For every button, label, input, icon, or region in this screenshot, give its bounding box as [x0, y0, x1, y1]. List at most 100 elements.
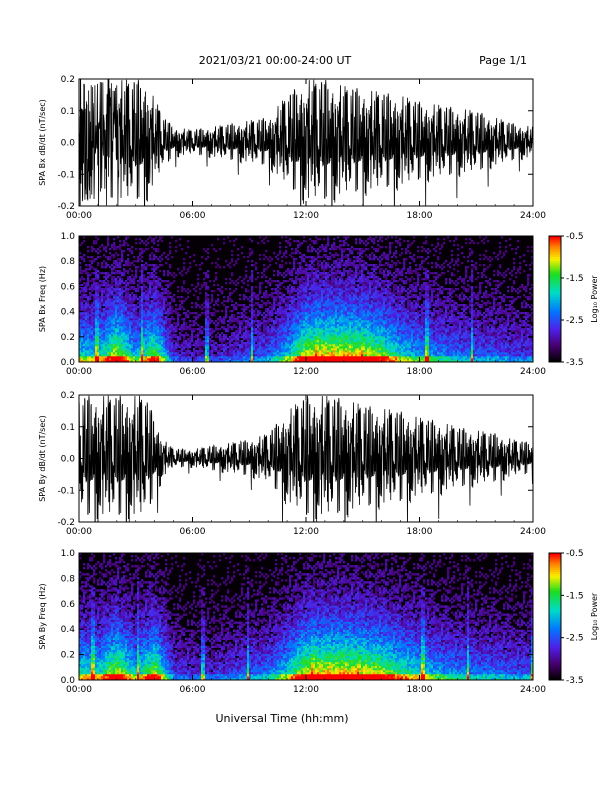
spectrogram-cell	[221, 318, 223, 320]
spectrogram-cell	[125, 310, 127, 312]
spectrogram-cell	[89, 352, 91, 354]
spectrogram-cell	[305, 332, 307, 334]
spectrogram-cell	[119, 338, 121, 340]
spectrogram-cell	[109, 306, 111, 308]
spectrogram-cell	[291, 308, 293, 310]
spectrogram-cell	[265, 334, 267, 336]
spectrogram-cell	[95, 294, 97, 296]
spectrogram-cell	[85, 354, 87, 356]
spectrogram-cell	[165, 292, 167, 294]
spectrogram-cell	[109, 304, 111, 306]
spectrogram-cell	[303, 276, 305, 278]
spectrogram-cell	[237, 322, 239, 324]
spectrogram-cell	[97, 294, 99, 296]
spectrogram-cell	[295, 270, 297, 272]
spectrogram-cell	[307, 336, 309, 338]
spectrogram-cell	[131, 246, 133, 248]
spectrogram-cell	[271, 308, 273, 310]
spectrogram-cell	[245, 342, 247, 344]
spectrogram-cell	[307, 300, 309, 302]
spectrogram-cell	[151, 328, 153, 330]
spectrogram-cell	[107, 286, 109, 288]
spectrogram-cell	[107, 336, 109, 338]
spectrogram-cell	[95, 310, 97, 312]
spectrogram-cell	[111, 270, 113, 272]
spectrogram-cell	[313, 314, 315, 316]
spectrogram-cell	[161, 304, 163, 306]
spectrogram-cell	[221, 346, 223, 348]
spectrogram-cell	[121, 274, 123, 276]
spectrogram-cell	[305, 348, 307, 350]
spectrogram-cell	[111, 324, 113, 326]
spectrogram-cell	[297, 308, 299, 310]
spectrogram-cell	[183, 266, 185, 268]
spectrogram-cell	[285, 318, 287, 320]
spectrogram-cell	[317, 326, 319, 328]
spectrogram-cell	[141, 354, 143, 356]
spectrogram-cell	[107, 242, 109, 244]
spectrogram-cell	[81, 294, 83, 296]
spectrogram-cell	[101, 354, 103, 356]
spectrogram-cell	[87, 284, 89, 286]
spectrogram-cell	[81, 276, 83, 278]
spectrogram-cell	[303, 330, 305, 332]
spectrogram-cell	[95, 284, 97, 286]
spectrogram-cell	[213, 350, 215, 352]
spectrogram-cell	[307, 266, 309, 268]
spectrogram-cell	[199, 342, 201, 344]
spectrogram-cell	[111, 332, 113, 334]
spectrogram-cell	[121, 282, 123, 284]
spectrogram-cell	[149, 296, 151, 298]
spectrogram-cell	[301, 270, 303, 272]
spectrogram-cell	[305, 300, 307, 302]
spectrogram-cell	[245, 350, 247, 352]
spectrogram-cell	[323, 314, 325, 316]
spectrogram-cell	[121, 252, 123, 254]
spectrogram-cell	[85, 330, 87, 332]
spectrogram-cell	[163, 308, 165, 310]
spectrogram-cell	[223, 334, 225, 336]
spectrogram-cell	[153, 258, 155, 260]
spectrogram-cell	[139, 344, 141, 346]
spectrogram-cell	[173, 358, 175, 360]
spectrogram-cell	[157, 320, 159, 322]
spectrogram-cell	[131, 296, 133, 298]
spectrogram-cell	[325, 244, 327, 246]
spectrogram-cell	[239, 276, 241, 278]
spectrogram-cell	[161, 324, 163, 326]
spectrogram-cell	[115, 334, 117, 336]
spectrogram-cell	[83, 282, 85, 284]
spectrogram-cell	[141, 298, 143, 300]
spectrogram-cell	[311, 336, 313, 338]
spectrogram-cell	[261, 322, 263, 324]
spectrogram-cell	[219, 348, 221, 350]
spectrogram-cell	[259, 336, 261, 338]
spectrogram-cell	[277, 304, 279, 306]
spectrogram-cell	[159, 326, 161, 328]
spectrogram-cell	[115, 284, 117, 286]
spectrogram-cell	[163, 270, 165, 272]
spectrogram-cell	[241, 350, 243, 352]
spectrogram-cell	[131, 324, 133, 326]
spectrogram-cell	[99, 352, 101, 354]
spectrogram-cell	[115, 300, 117, 302]
spectrogram-cell	[203, 284, 205, 286]
spectrogram-cell	[193, 288, 195, 290]
spectrogram-cell	[251, 252, 253, 254]
spectrogram-cell	[135, 322, 137, 324]
spectrogram-cell	[139, 252, 141, 254]
spectrogram-cell	[149, 308, 151, 310]
spectrogram-cell	[117, 292, 119, 294]
spectrogram-cell	[233, 332, 235, 334]
spectrogram-cell	[111, 330, 113, 332]
spectrogram-cell	[299, 344, 301, 346]
spectrogram-cell	[309, 346, 311, 348]
spectrogram-cell	[301, 272, 303, 274]
spectrogram-cell	[167, 272, 169, 274]
spectrogram-cell	[325, 342, 327, 344]
spectrogram-cell	[293, 356, 295, 358]
spectrogram-cell	[95, 278, 97, 280]
spectrogram-cell	[183, 344, 185, 346]
spectrogram-cell	[245, 276, 247, 278]
spectrogram-cell	[295, 250, 297, 252]
